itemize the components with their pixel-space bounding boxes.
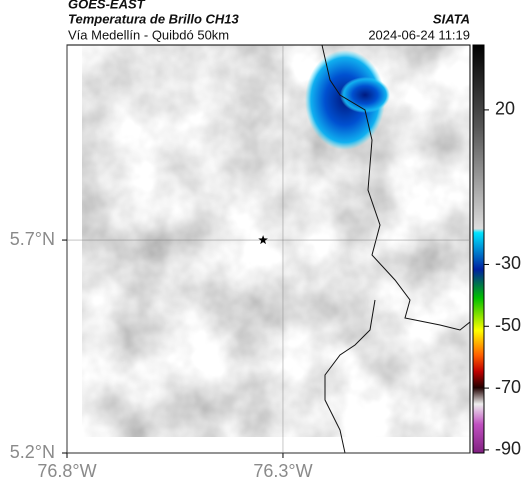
y-tick-label: 5.2°N [10, 442, 55, 462]
y-tick-label: 5.7°N [10, 229, 55, 249]
source: SIATA [433, 11, 470, 26]
colorbar-label: -50 [495, 315, 521, 335]
colorbar [472, 44, 485, 454]
satellite-image [82, 45, 470, 453]
colorbar-label: -70 [495, 377, 521, 397]
colorbar-label: -90 [495, 439, 521, 459]
x-tick-label: 76.3°W [253, 461, 312, 481]
colorbar-label: 20 [495, 99, 515, 119]
location: Vía Medellín - Quibdó 50km [68, 27, 229, 42]
colorbar-label: -30 [495, 253, 521, 273]
location-marker [258, 235, 268, 245]
title: GOES-EAST [68, 0, 146, 11]
x-tick-label: 76.8°W [37, 461, 96, 481]
subtitle: Temperatura de Brillo CH13 [68, 11, 240, 26]
datetime: 2024-06-24 11:19 [368, 27, 470, 42]
